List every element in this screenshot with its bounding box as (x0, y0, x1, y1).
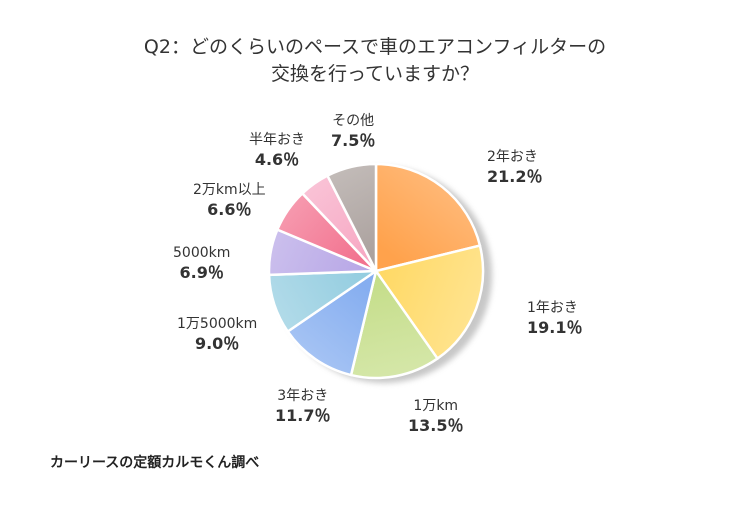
slice-category: 1万km (413, 398, 459, 414)
slice-category: 3年おき (277, 388, 329, 404)
slice-label-sonota: その他 7.5％ (331, 112, 375, 150)
slice-value: 6.9％ (179, 263, 224, 282)
slice-value: 13.5％ (408, 416, 464, 435)
pie-slices (267, 162, 485, 380)
slice-value: 7.5％ (331, 131, 376, 150)
slice-label-hantoshi-oki: 半年おき 4.6％ (249, 131, 305, 169)
slice-value: 4.6％ (254, 150, 300, 169)
pie-slice-4 (286, 269, 378, 377)
slice-label-2man-km-ijou: 2万km以上 6.6％ (193, 181, 266, 219)
pie-slice-2 (374, 244, 485, 360)
chart-title: Q2：どのくらいのペースで車のエアコンフィルターの 交換を行っていますか？ (0, 34, 750, 88)
slice-category: 2年おき (487, 149, 538, 165)
chart-title-line-2: 交換を行っていますか？ (270, 63, 480, 85)
slice-value: 11.7％ (275, 406, 331, 425)
slice-category: 半年おき (249, 132, 305, 148)
slice-label-2nen-oki: 2年おき 21.2％ (487, 148, 542, 186)
pie-slice-3 (349, 269, 439, 380)
slice-value: 19.1％ (527, 318, 583, 337)
slice-category: 1万5000km (177, 316, 258, 332)
slice-label-3nen-oki: 3年おき 11.7％ (275, 387, 330, 425)
slice-label-1man-km: 1万km 13.5％ (408, 397, 463, 435)
slice-category: 1年おき (527, 300, 578, 316)
slice-category: その他 (332, 113, 375, 129)
slice-value: 6.6％ (207, 200, 252, 219)
pie-slice-9 (326, 162, 378, 273)
slice-category: 5000km (173, 245, 231, 261)
slice-value: 21.2％ (487, 167, 543, 186)
slice-category: 2万km以上 (193, 182, 266, 198)
slice-label-5000km: 5000km 6.9％ (173, 244, 230, 282)
source-note: カーリースの定額カルモくん調べ (50, 455, 260, 471)
slice-label-1nen-oki: 1年おき 19.1％ (527, 299, 582, 337)
slice-value: 9.0％ (194, 334, 240, 353)
pie-slice-1 (374, 162, 482, 273)
chart-title-line-1: Q2：どのくらいのペースで車のエアコンフィルターの (143, 36, 607, 58)
slice-label-15000km: 1万5000km 9.0％ (177, 315, 257, 353)
